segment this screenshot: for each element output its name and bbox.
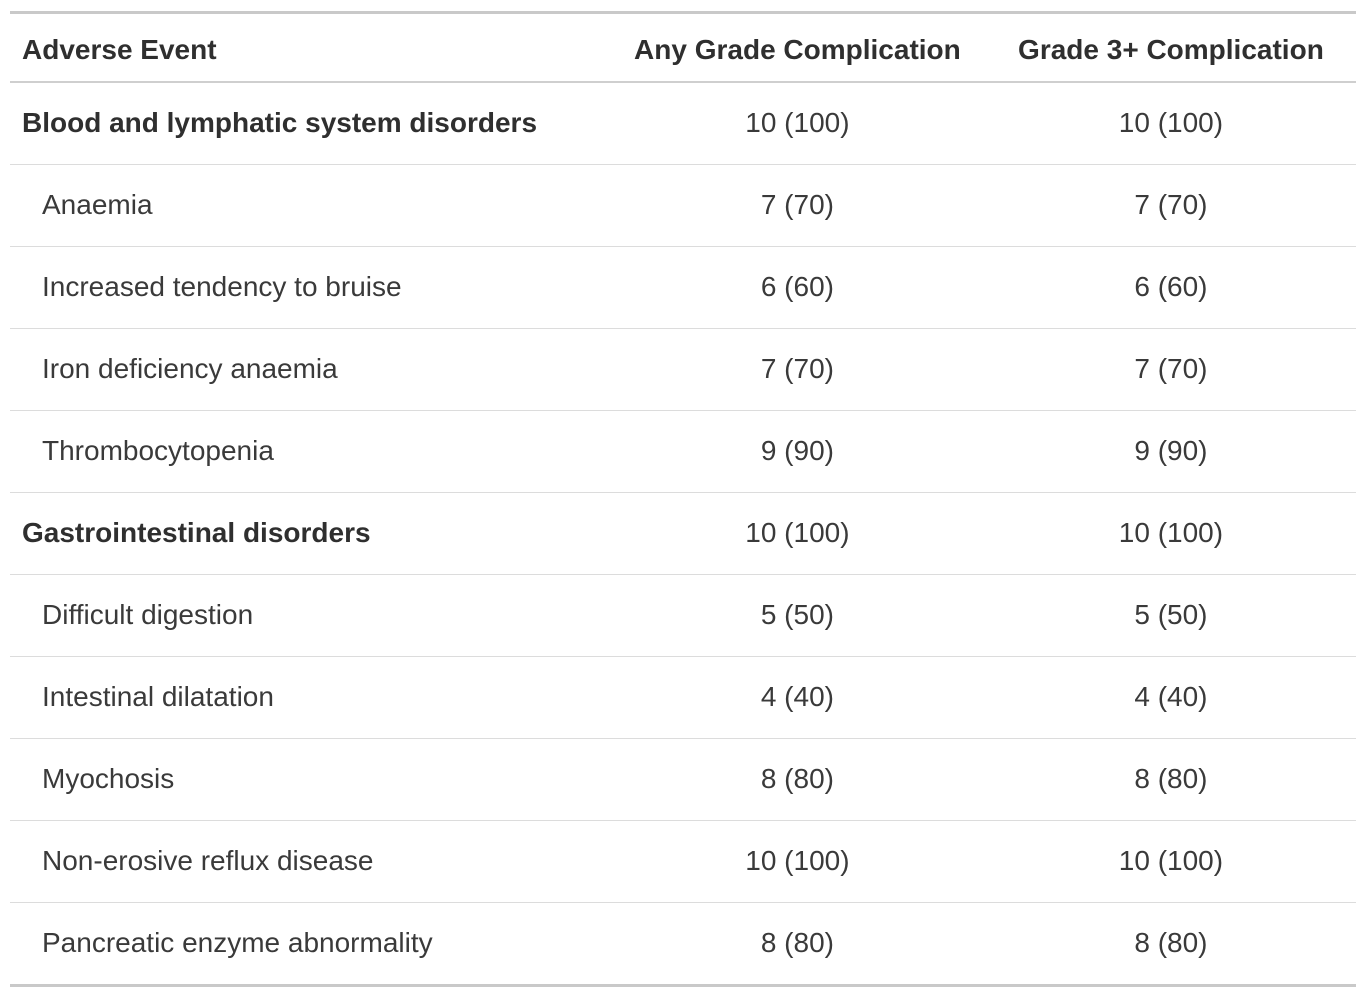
event-row: Myochosis 8 (80) 8 (80) <box>10 738 1356 821</box>
any-grade-value-cell: 7 (70) <box>608 328 986 411</box>
event-name-cell: Blood and lymphatic system disorders <box>10 82 609 165</box>
grade-3plus-value-cell: 10 (100) <box>985 82 1356 165</box>
any-grade-value-cell: 8 (80) <box>608 902 986 987</box>
any-grade-value-cell: 4 (40) <box>608 656 986 739</box>
column-header-adverse-event: Adverse Event <box>10 12 609 83</box>
event-row: Non-erosive reflux disease 10 (100) 10 (10… <box>10 820 1356 903</box>
header-row: Adverse Event Any Grade Complication Gra… <box>10 12 1356 83</box>
grade-3plus-value-cell: 10 (100) <box>985 492 1356 575</box>
grade-3plus-value-cell: 7 (70) <box>985 164 1356 247</box>
event-name-cell: Myochosis <box>10 738 609 821</box>
section-row: Gastrointestinal disorders 10 (100) 10 (10… <box>10 492 1356 575</box>
grade-3plus-value-cell: 10 (100) <box>985 820 1356 903</box>
event-name-cell: Iron deficiency anaemia <box>10 328 609 411</box>
section-row: Blood and lymphatic system disorders 10 (… <box>10 82 1356 165</box>
event-name-cell: Gastrointestinal disorders <box>10 492 609 575</box>
event-row: Increased tendency to bruise 6 (60) 6 (60) <box>10 246 1356 329</box>
column-header-grade-3plus-complication: Grade 3+ Complication <box>985 12 1356 83</box>
event-name-cell: Non-erosive reflux disease <box>10 820 609 903</box>
event-row: Intestinal dilatation 4 (40) 4 (40) <box>10 656 1356 739</box>
event-row: Difficult digestion 5 (50) 5 (50) <box>10 574 1356 657</box>
grade-3plus-value-cell: 9 (90) <box>985 410 1356 493</box>
grade-3plus-value-cell: 8 (80) <box>985 738 1356 821</box>
event-name-cell: Thrombocytopenia <box>10 410 609 493</box>
any-grade-value-cell: 7 (70) <box>608 164 986 247</box>
event-row: Anaemia 7 (70) 7 (70) <box>10 164 1356 247</box>
any-grade-value-cell: 10 (100) <box>608 820 986 903</box>
event-name-cell: Pancreatic enzyme abnormality <box>10 902 609 987</box>
grade-3plus-value-cell: 4 (40) <box>985 656 1356 739</box>
event-row: Iron deficiency anaemia 7 (70) 7 (70) <box>10 328 1356 411</box>
event-name-cell: Anaemia <box>10 164 609 247</box>
event-name-cell: Increased tendency to bruise <box>10 246 609 329</box>
table-body: Blood and lymphatic system disorders 10 (… <box>10 82 1356 987</box>
event-row: Thrombocytopenia 9 (90) 9 (90) <box>10 410 1356 493</box>
any-grade-value-cell: 9 (90) <box>608 410 986 493</box>
any-grade-value-cell: 10 (100) <box>608 82 986 165</box>
adverse-events-table: Adverse Event Any Grade Complication Gra… <box>10 11 1356 987</box>
event-name-cell: Difficult digestion <box>10 574 609 657</box>
grade-3plus-value-cell: 7 (70) <box>985 328 1356 411</box>
grade-3plus-value-cell: 8 (80) <box>985 902 1356 987</box>
event-row: Pancreatic enzyme abnormality 8 (80) 8 (80… <box>10 902 1356 987</box>
table-header: Adverse Event Any Grade Complication Gra… <box>10 12 1356 83</box>
any-grade-value-cell: 8 (80) <box>608 738 986 821</box>
any-grade-value-cell: 5 (50) <box>608 574 986 657</box>
any-grade-value-cell: 6 (60) <box>608 246 986 329</box>
grade-3plus-value-cell: 5 (50) <box>985 574 1356 657</box>
grade-3plus-value-cell: 6 (60) <box>985 246 1356 329</box>
event-name-cell: Intestinal dilatation <box>10 656 609 739</box>
column-header-any-grade-complication: Any Grade Complication <box>608 12 986 83</box>
any-grade-value-cell: 10 (100) <box>608 492 986 575</box>
